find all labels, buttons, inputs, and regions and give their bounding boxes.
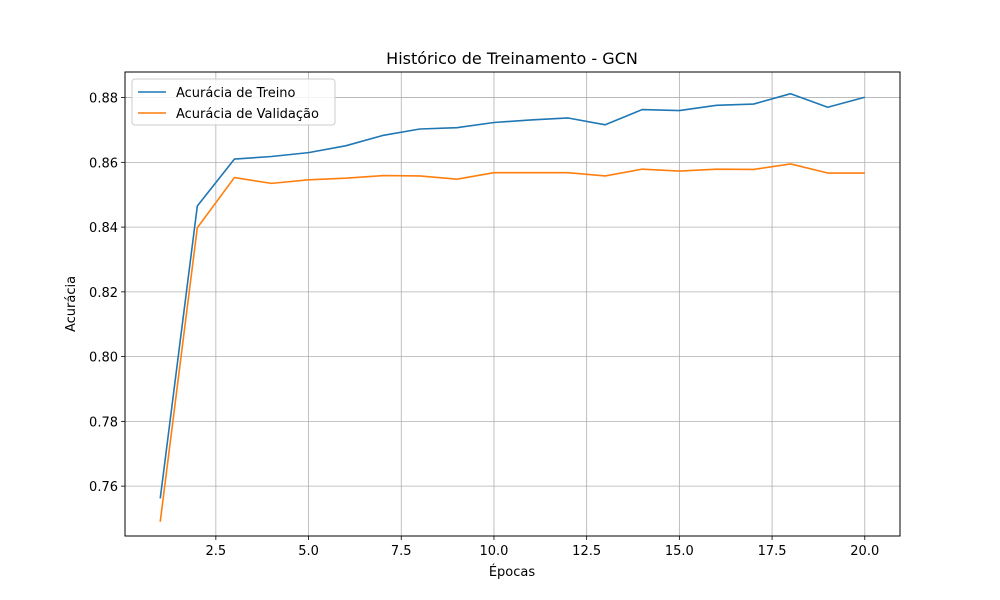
x-axis-label: Épocas [489,564,536,580]
x-tick-label: 20.0 [850,544,879,559]
legend: Acurácia de Treino Acurácia de Validação [131,78,336,126]
y-tick-label: 0.86 [89,156,118,171]
legend-box [131,78,336,126]
y-tick-label: 0.82 [89,286,118,301]
x-tick-label: 15.0 [665,544,694,559]
y-tick-label: 0.78 [89,415,118,430]
x-tick-label: 7.5 [391,544,412,559]
y-axis-label: Acurácia [64,276,79,332]
series-line-1 [159,92,865,499]
legend-label: Acurácia de Validação [176,107,319,122]
y-tick-label: 0.88 [89,92,118,107]
x-tick-label: 12.5 [572,544,601,559]
x-tick-label: 2.5 [206,544,227,559]
x-tick-label: 5.0 [298,544,319,559]
y-tick-label: 0.84 [89,221,118,236]
grid [125,72,900,536]
x-tick-label: 17.5 [758,544,787,559]
y-tick-label: 0.80 [89,351,118,366]
plot-frame [124,71,901,537]
y-tick-label: 0.76 [89,480,118,495]
chart-title: Histórico de Treinamento - GCN [386,49,638,68]
legend-label: Acurácia de Treino [176,86,296,101]
x-tick-label: 10.0 [479,544,508,559]
x-axis: 2.5 5.0 7.5 10.0 12.5 15.0 17.5 20.0 [206,536,879,559]
y-axis: 0.76 0.78 0.80 0.82 0.84 0.86 0.88 [89,92,125,495]
series-group [159,92,865,522]
series-line-2 [159,163,865,522]
